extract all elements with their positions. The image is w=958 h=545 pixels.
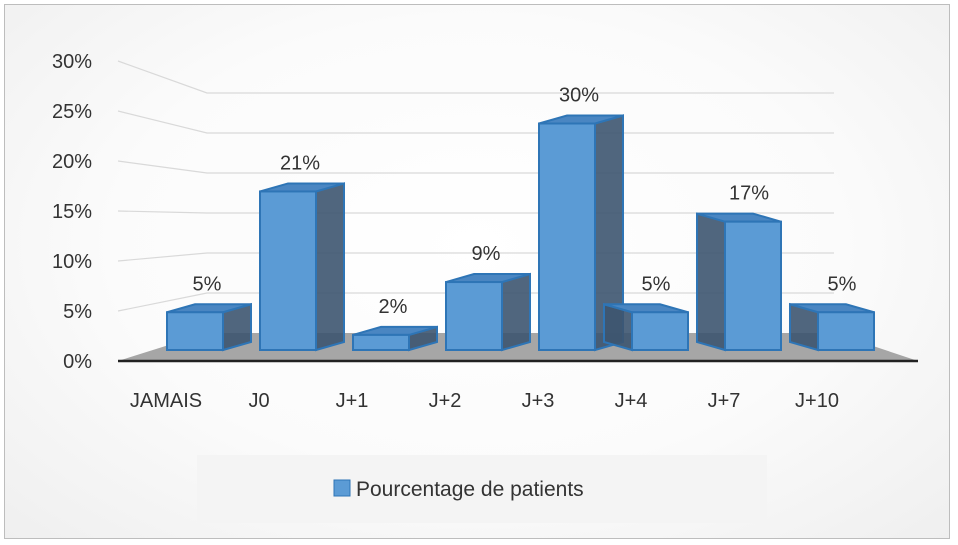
gridline [117,210,834,214]
x-tick-label: J+3 [522,390,555,412]
bar-side-face [696,212,726,352]
bar-front-face [538,122,596,351]
gridlines [117,60,834,312]
data-label: 5% [642,273,671,295]
bar [603,302,689,352]
data-label: 30% [559,85,599,107]
bar-front-face [817,311,875,351]
data-label: 5% [828,273,857,295]
y-tick-label: 10% [52,251,92,273]
gridline [117,252,834,262]
legend-swatch [333,479,351,497]
data-label: 17% [729,183,769,205]
bar [259,182,345,352]
bar-front-face [166,311,224,351]
legend: Pourcentage de patients [197,455,767,523]
y-tick-label: 25% [52,101,92,123]
y-tick-label: 30% [52,51,92,73]
bar [352,325,438,352]
x-tick-label: J+10 [795,390,839,412]
x-tick-label: J+1 [336,390,369,412]
data-label: 21% [280,152,320,174]
bar-front-face [259,190,317,351]
y-tick-label: 15% [52,201,92,223]
y-axis-ticks: 0% 5% 10% 15% 20% 25% 30% [52,51,92,373]
data-label: 2% [379,296,408,318]
gridline [117,110,834,134]
x-axis-ticks: JAMAIS J0 J+1 J+2 J+3 J+4 J+7 J+10 [130,390,839,412]
gridline [117,60,834,94]
bar-side-face [315,182,345,352]
legend-label: Pourcentage de patients [356,478,584,501]
x-tick-label: J+7 [708,390,741,412]
y-tick-label: 5% [63,301,92,323]
y-tick-label: 20% [52,151,92,173]
bars [166,114,875,352]
bar-front-face [352,333,410,351]
x-tick-label: J+4 [615,390,648,412]
legend-background [197,455,767,523]
bar [789,302,875,352]
bar-side-face [501,272,531,352]
bar-front-face [631,311,689,351]
data-label: 9% [472,243,501,265]
data-label: 5% [193,273,222,295]
bar-front-face [445,281,503,351]
bar [696,212,782,352]
bar [166,302,252,352]
x-tick-label: JAMAIS [130,390,202,412]
x-tick-label: J0 [248,390,269,412]
bar-front-face [724,220,782,351]
gridline [117,292,834,312]
x-tick-label: J+2 [429,390,462,412]
gridline [117,160,834,174]
data-labels: 5% 21% 2% 9% 30% 5% 17% 5% [193,85,857,318]
bar [445,272,531,352]
y-tick-label: 0% [63,351,92,373]
